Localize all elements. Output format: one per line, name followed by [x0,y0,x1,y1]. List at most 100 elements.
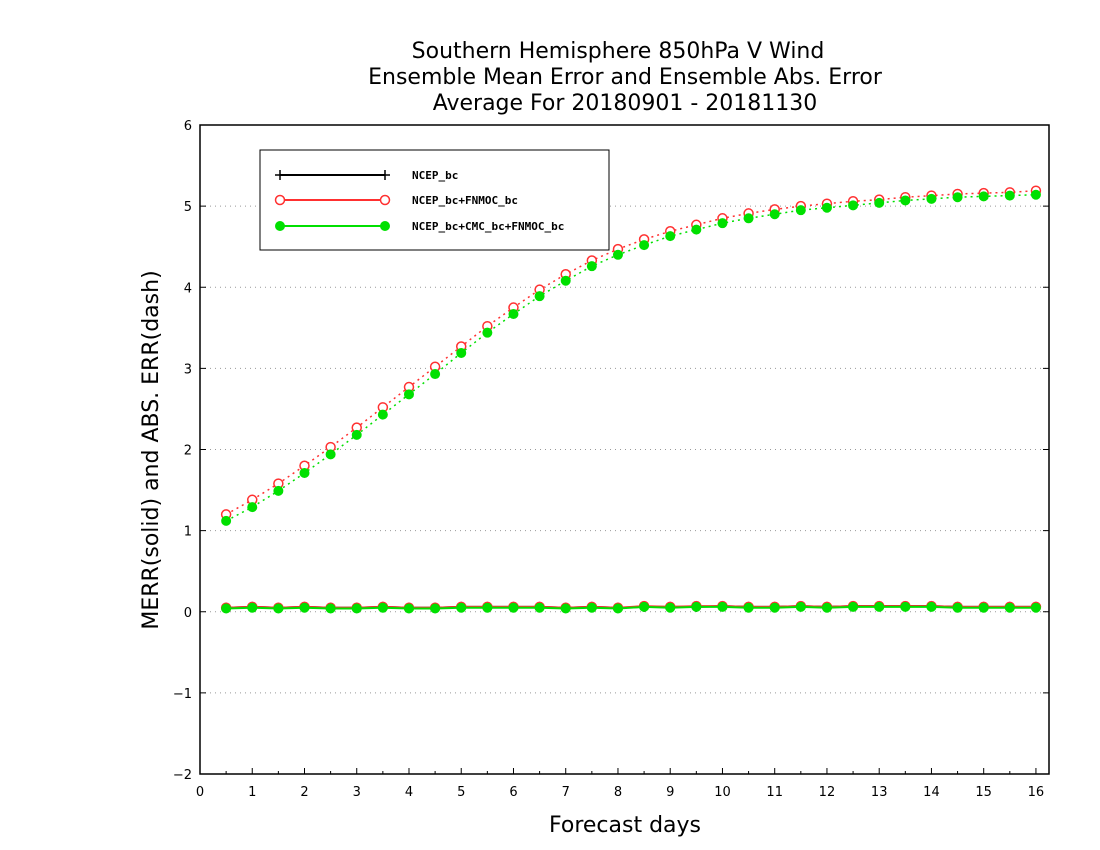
x-tick-label: 0 [196,785,204,800]
merr-point [665,602,676,613]
merr-point [691,601,702,612]
y-axis-label: MERR(solid) and ABS. ERR(dash) [139,270,164,629]
legend: NCEP_bc NCEP_bc+FNMOC_bc NCEP_bc+CMC_bc+FN… [259,149,610,251]
merr-point [508,602,519,613]
x-tick-label: 1 [248,785,256,800]
abs-err-line-2 [225,194,1036,522]
legend-marker-right-0 [380,170,390,180]
abs-err-point [586,261,597,272]
legend-marker-right-2 [380,221,390,231]
merr-point [795,601,806,612]
abs-err-point [325,449,336,460]
x-axis-label: Forecast days [549,813,701,838]
abs-err-point [534,291,545,302]
y-tick-label: −2 [173,768,192,783]
chart-title: Southern Hemisphere 850hPa V Wind Ensemb… [368,39,883,116]
legend-marker-right-1 [379,194,391,206]
abs-err-point [639,240,650,251]
y-tick-label: 0 [184,606,192,621]
legend-label-0: NCEP_bc [412,169,458,182]
abs-err-point [848,200,859,211]
merr-point [900,601,911,612]
abs-err-point [743,213,754,224]
merr-point [848,601,859,612]
y-tick-label: 1 [184,525,192,540]
abs-err-point [247,502,258,513]
x-tick-label: 13 [871,785,888,800]
x-tick-label: 4 [405,785,413,800]
merr-point [586,602,597,613]
abs-err-point [769,209,780,220]
merr-point [430,603,441,614]
x-tick-label: 7 [562,785,570,800]
x-tick-label: 15 [975,785,992,800]
merr-point [456,602,467,613]
legend-marker-left-2 [275,221,285,231]
merr-point [325,603,336,614]
legend-label-2: NCEP_bc+CMC_bc+FNMOC_bc [412,220,564,233]
merr-point [612,603,623,614]
x-tick-label: 2 [300,785,308,800]
merr-point [639,601,650,612]
x-tick-label: 12 [819,785,836,800]
abs-err-point [795,205,806,216]
merr-point [247,602,258,613]
legend-marker-left-0 [275,170,285,180]
merr-point [978,602,989,613]
y-tick-label: −1 [173,687,192,702]
y-tick-label: 3 [184,362,192,377]
x-tick-label: 5 [457,785,465,800]
merr-point [1030,602,1041,613]
series-layer [220,185,1042,614]
y-tick-label: 2 [184,444,192,459]
x-tick-label: 10 [714,785,731,800]
abs-err-point [691,224,702,235]
abs-err-point [403,389,414,400]
x-tick-label: 9 [666,785,674,800]
abs-err-point [456,347,467,358]
abs-err-point [560,275,571,286]
abs-err-point [1030,189,1041,200]
y-tick-label: 5 [184,200,192,215]
x-tick-label: 16 [1028,785,1045,800]
abs-err-point [1004,190,1015,201]
merr-point [717,601,728,612]
title-line-1: Southern Hemisphere 850hPa V Wind [412,39,825,64]
abs-err-point [612,249,623,260]
y-tick-label: 4 [184,281,192,296]
abs-err-point [821,202,832,213]
title-line-3: Average For 20180901 - 20181130 [433,91,818,116]
abs-err-point [508,309,519,320]
merr-point [926,601,937,612]
x-tick-label: 6 [509,785,517,800]
merr-point [482,602,493,613]
merr-point [874,601,885,612]
abs-err-point [299,468,310,479]
abs-err-point [665,231,676,242]
merr-point [299,602,310,613]
x-tick-label: 8 [614,785,622,800]
merr-point [403,603,414,614]
abs-err-point [926,193,937,204]
legend-marker-left-1 [274,194,286,206]
merr-point [1004,602,1015,613]
abs-err-point [874,197,885,208]
merr-point [769,602,780,613]
merr-point [273,603,284,614]
x-tick-label: 14 [923,785,940,800]
merr-point [534,602,545,613]
abs-err-point [273,485,284,496]
abs-err-point [952,192,963,203]
series-2 [221,189,1041,614]
abs-err-point [482,327,493,338]
abs-err-point [717,218,728,229]
abs-err-point [900,195,911,206]
abs-err-point [377,409,388,420]
merr-point [221,603,232,614]
merr-point [377,602,388,613]
x-tick-label: 11 [766,785,783,800]
x-axis: 0 1 2 3 4 5 6 7 8 9 10 11 12 13 14 15 16 [196,768,1044,800]
abs-err-point [351,429,362,440]
abs-err-point [430,369,441,380]
